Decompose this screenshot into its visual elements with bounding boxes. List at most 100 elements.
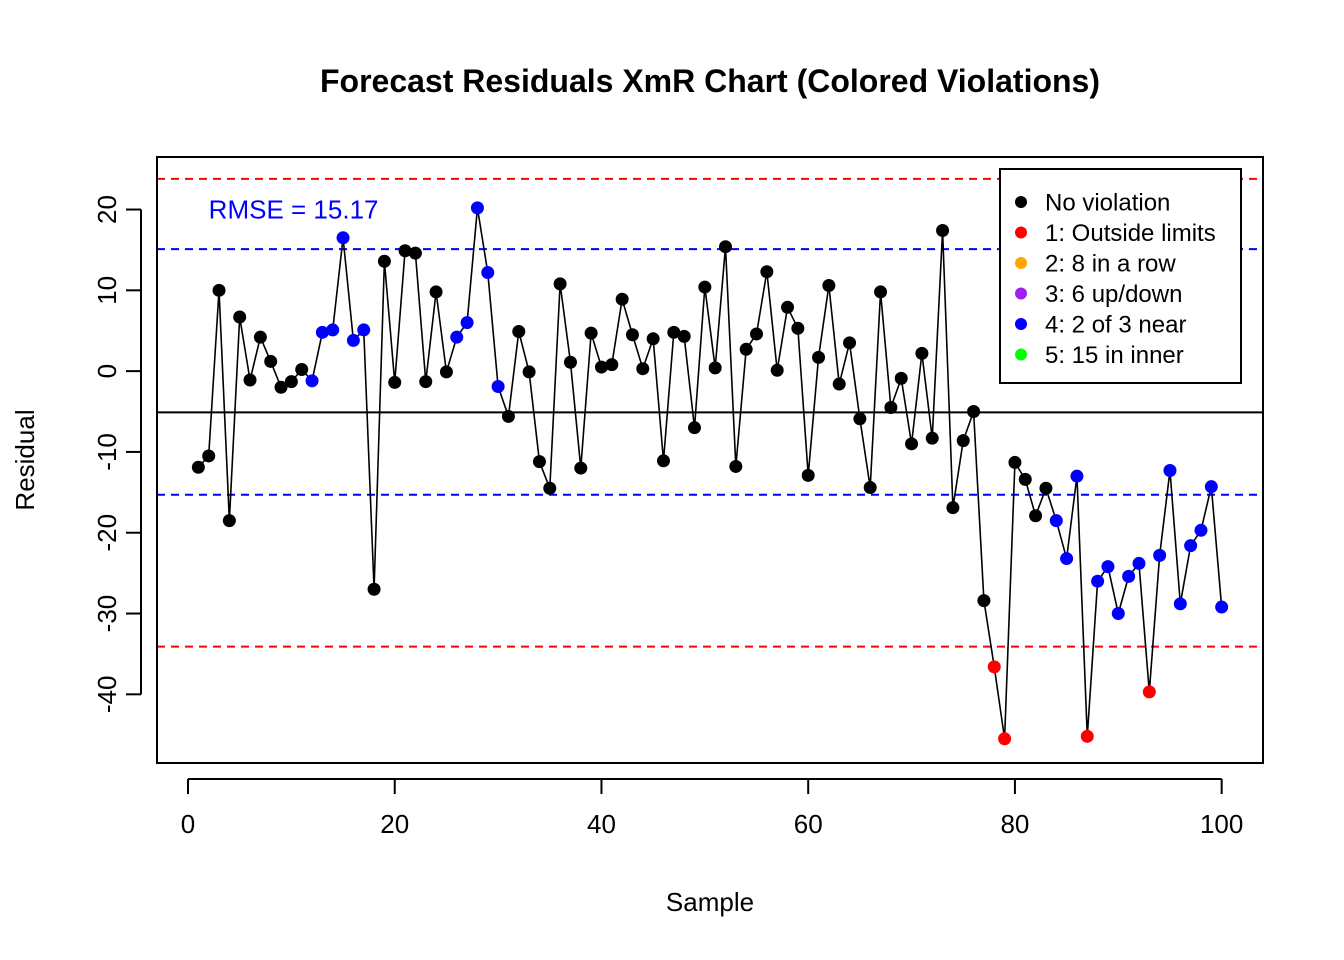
data-point [253,330,267,344]
data-point [977,594,991,608]
data-point [801,468,815,482]
data-point [677,329,691,343]
data-point [284,375,298,389]
data-point [336,231,350,245]
legend-marker [1015,318,1027,330]
x-tick-label: 40 [587,809,616,839]
data-point [553,277,567,291]
data-point [812,350,826,364]
legend-marker [1015,348,1027,361]
data-point [233,310,247,324]
legend-label: 3: 6 up/down [1045,281,1182,308]
data-point [357,323,371,337]
data-point [212,283,226,297]
y-tick-label: -10 [92,433,122,471]
data-point [656,454,670,468]
x-tick-label: 0 [181,809,195,839]
series-line-layer [197,207,1223,739]
data-point [1091,574,1105,588]
data-point [822,278,836,292]
data-point [760,265,774,279]
data-point [522,365,536,379]
x-tick-label: 20 [380,809,409,839]
data-point [388,375,402,389]
x-tick-label: 100 [1200,809,1243,839]
series-line [197,207,1223,739]
data-point [450,330,464,344]
data-point [1101,560,1115,574]
data-point [408,246,422,260]
data-point [563,355,577,369]
data-point [998,732,1012,746]
axes: 0 20 40 60 80 100 -40 -30 -20 -10 0 10 20 [92,195,1243,839]
data-point [791,321,805,335]
legend-label: 4: 2 of 3 near [1045,312,1186,339]
data-point [532,455,546,469]
data-point [615,292,629,306]
x-tick-label: 60 [794,809,823,839]
data-point [1142,685,1156,699]
y-tick-label: 20 [92,195,122,224]
legend-marker [1015,287,1027,300]
data-point [1153,548,1167,562]
legend: No violation 1: Outside limits 2: 8 in a r… [999,168,1242,384]
data-point [1070,469,1084,483]
data-point [594,360,608,374]
data-point [202,449,216,463]
data-point [543,481,557,495]
data-point [243,373,257,387]
legend-items: No violation 1: Outside limits 2: 8 in a r… [1015,190,1216,369]
data-point [987,660,1001,674]
y-tick-label: -40 [92,676,122,714]
y-tick-label: 10 [92,276,122,305]
data-point [708,361,722,375]
data-point [863,480,877,494]
data-point [936,224,950,238]
data-point [367,582,381,596]
data-point [191,460,205,474]
data-point [687,421,701,435]
data-point [1163,464,1177,478]
data-point [1122,569,1136,583]
data-point [1029,509,1043,523]
data-point [884,400,898,414]
data-point [843,336,857,350]
y-tick-label: -20 [92,514,122,552]
data-point [584,326,598,340]
data-point [377,254,391,268]
y-tick-label: -30 [92,595,122,633]
data-point [781,300,795,314]
legend-label: 2: 8 in a row [1045,251,1176,278]
legend-marker [1015,226,1027,239]
data-point [905,437,919,451]
data-point [1039,481,1053,495]
data-point [729,459,743,473]
data-point [1018,472,1032,486]
data-point [491,379,505,393]
legend-label: No violation [1045,190,1170,217]
data-point [915,346,929,360]
data-point [470,201,484,215]
y-tick-label: 0 [92,364,122,378]
data-point [1049,514,1063,528]
data-point [315,325,329,339]
plot-frame [156,156,1264,764]
data-point [264,354,278,368]
data-point [698,280,712,294]
data-point [1173,597,1187,611]
data-point [346,333,360,347]
data-point [667,325,681,339]
data-point [956,434,970,448]
data-point [512,325,526,339]
data-point [1204,480,1218,494]
data-point [326,323,340,337]
data-point [625,328,639,342]
data-point [1111,607,1125,621]
rmse-annotation: RMSE = 15.17 [209,195,379,225]
y-axis-label: Residual [10,409,40,510]
x-axis-label: Sample [666,887,754,917]
data-point [605,358,619,372]
data-point [398,244,412,258]
legend-label: 1: Outside limits [1045,220,1216,247]
